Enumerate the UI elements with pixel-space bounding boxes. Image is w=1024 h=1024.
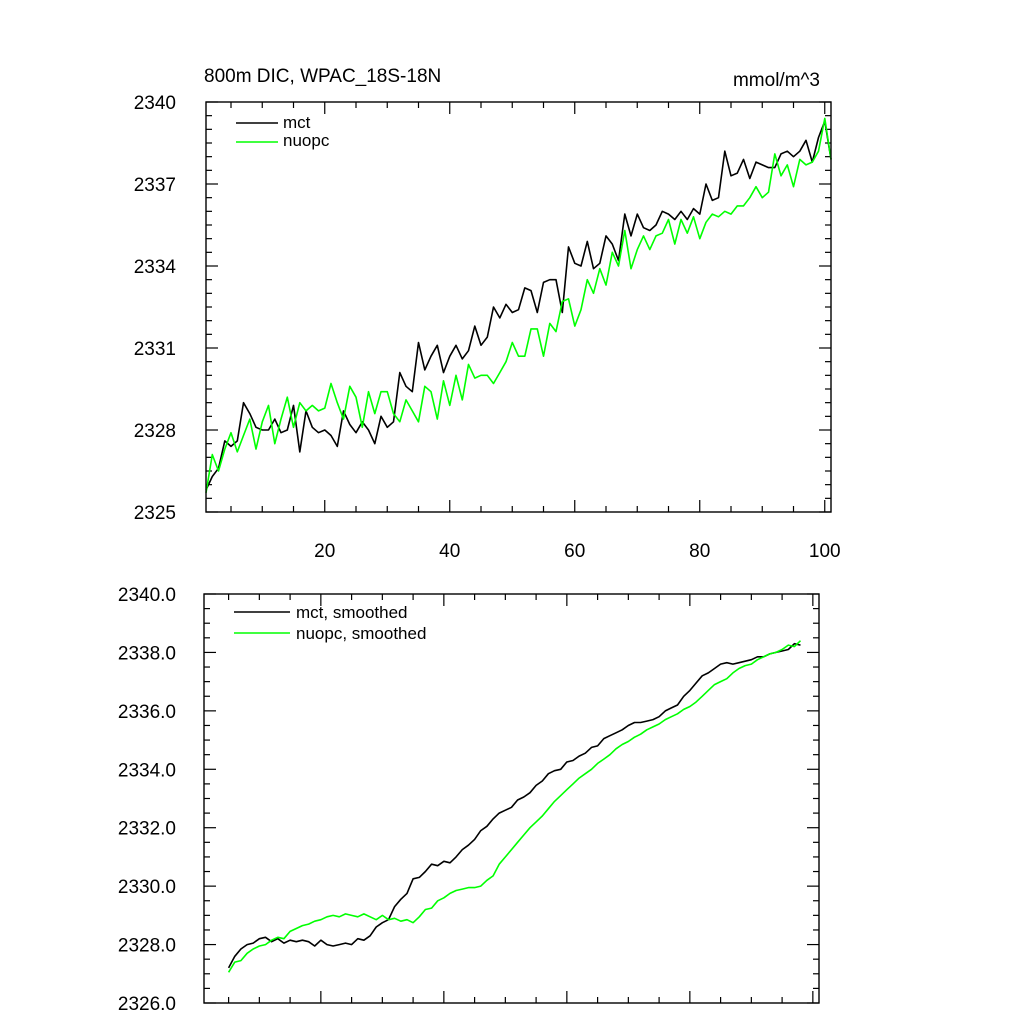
bottom-y-tick-label: 2334.0: [118, 760, 176, 781]
top-x-tick-labels: 20 40 60 80 100: [314, 541, 840, 562]
top-legend-label-nuopc: nuopc: [283, 131, 330, 150]
top-x-tick-label: 20: [314, 541, 335, 562]
bottom-y-tick-label: 2326.0: [118, 994, 176, 1015]
top-x-tick-label: 80: [689, 541, 710, 562]
bottom-legend-label-nuopc: nuopc, smoothed: [296, 624, 426, 643]
top-x-tick-label: 40: [439, 541, 460, 562]
top-y-tick-label: 2334: [134, 257, 177, 278]
top-series-mct-line: [205, 120, 832, 491]
bottom-series-group: [227, 640, 802, 973]
bottom-y-tick-labels: 2326.0 2328.0 2330.0 2332.0 2334.0 2336.0 2338…: [118, 585, 176, 1015]
top-y-tick-labels: 2325 2328 2331 2334 2337 2340: [134, 93, 177, 524]
top-panel: 800m DIC, WPAC_18S-18N mmol/m^3 2325 2328…: [134, 66, 841, 562]
bottom-y-tick-label: 2332.0: [118, 819, 176, 840]
top-y-tick-label: 2328: [134, 421, 176, 442]
bottom-plot-frame: [203, 593, 820, 1004]
top-series-group: [205, 117, 832, 494]
top-legend-label-mct: mct: [283, 113, 311, 132]
bottom-y-tick-label: 2340.0: [118, 585, 176, 606]
top-legend: mct nuopc: [236, 113, 330, 150]
bottom-panel: 2326.0 2328.0 2330.0 2332.0 2334.0 2336.0 2338…: [118, 585, 820, 1015]
bottom-series-mct-smoothed-line: [227, 642, 801, 969]
bottom-y-tick-label: 2330.0: [118, 877, 176, 898]
bottom-axis-ticks: [204, 593, 819, 1004]
top-x-tick-label: 60: [564, 541, 585, 562]
top-chart-title: 800m DIC, WPAC_18S-18N: [204, 66, 441, 87]
bottom-y-tick-label: 2328.0: [118, 936, 176, 957]
top-y-tick-label: 2337: [134, 175, 176, 196]
top-plot-frame: [205, 101, 832, 513]
bottom-legend: mct, smoothed nuopc, smoothed: [234, 603, 426, 643]
top-series-nuopc-line: [205, 117, 832, 494]
bottom-legend-label-mct: mct, smoothed: [296, 603, 408, 622]
top-x-tick-label: 100: [809, 541, 841, 562]
top-axis-ticks: [206, 101, 831, 513]
bottom-series-nuopc-smoothed-line: [227, 640, 802, 973]
bottom-y-tick-label: 2338.0: [118, 643, 176, 664]
top-y-tick-label: 2331: [134, 339, 176, 360]
bottom-y-tick-label: 2336.0: [118, 702, 176, 723]
top-y-tick-label: 2340: [134, 93, 176, 114]
top-chart-units: mmol/m^3: [733, 70, 820, 91]
top-y-tick-label: 2325: [134, 503, 176, 524]
